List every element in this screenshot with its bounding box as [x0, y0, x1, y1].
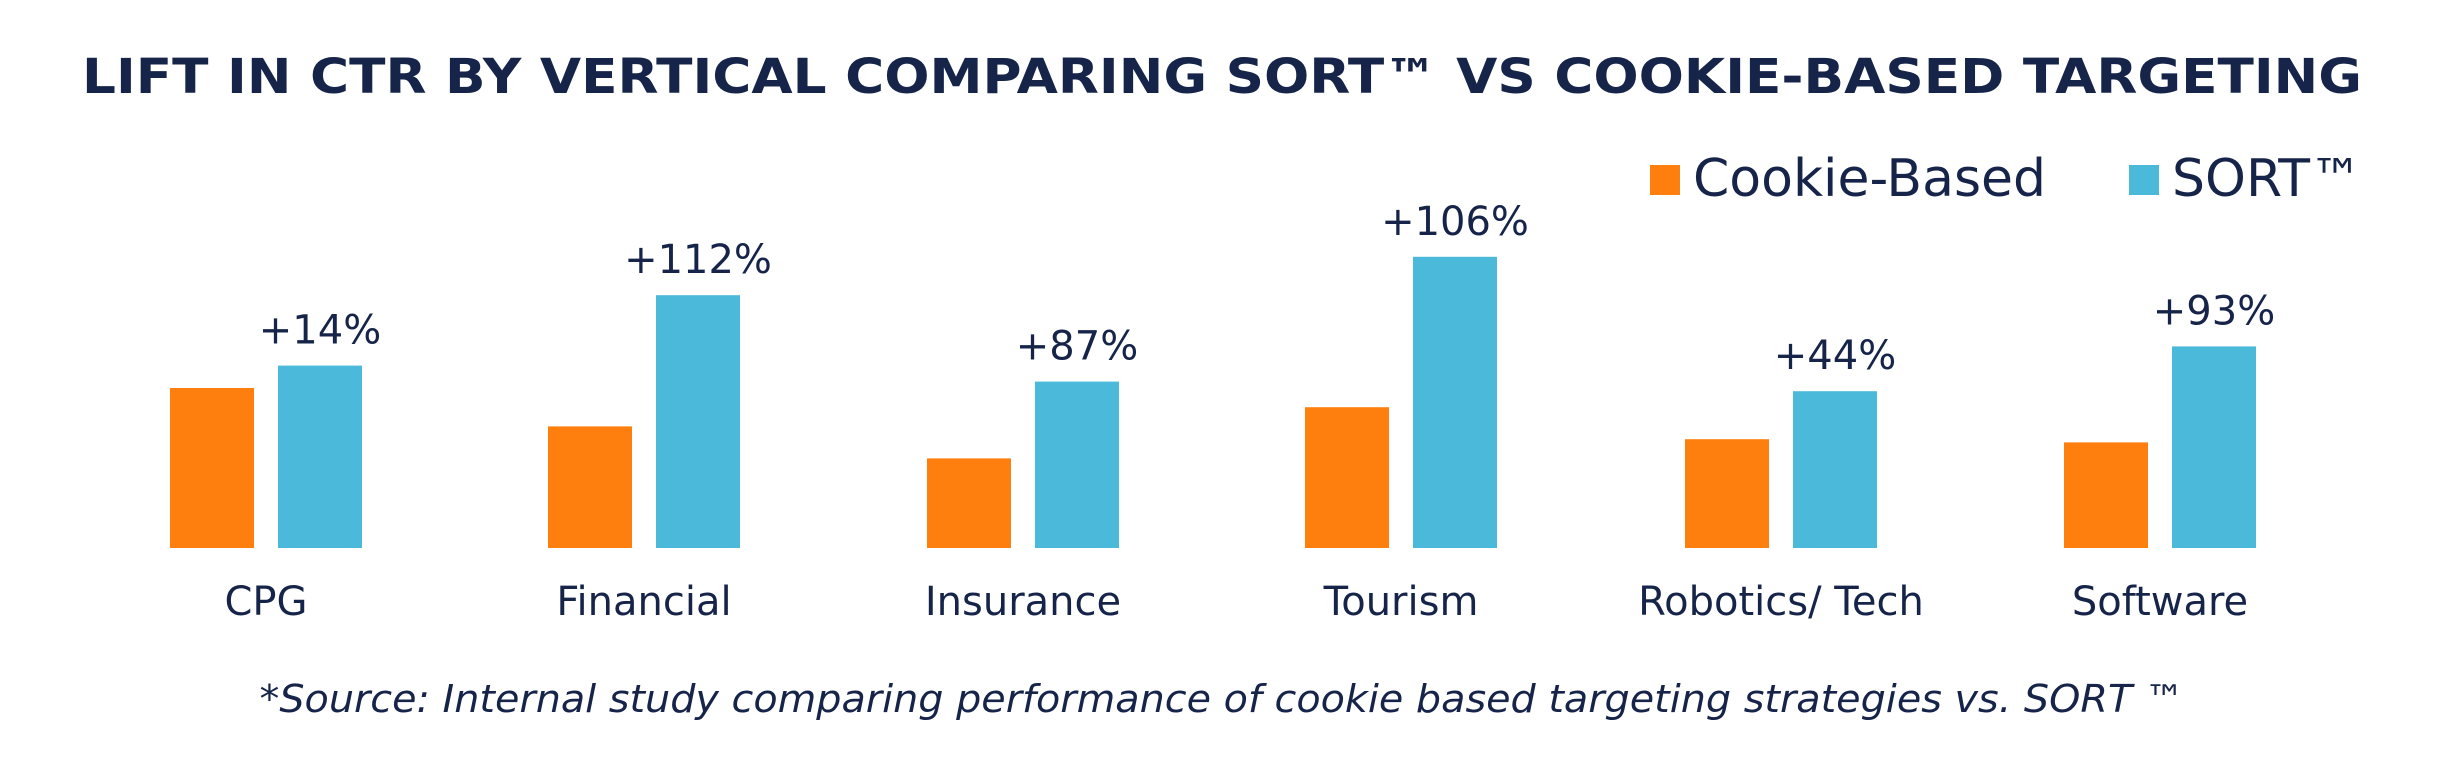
category-label-cpg: CPG	[224, 579, 307, 625]
category-label-robotics-tech: Robotics/ Tech	[1638, 579, 1924, 625]
bar-sort-financial	[656, 295, 740, 548]
data-label-software: +93%	[2153, 288, 2275, 334]
data-label-financial: +112%	[624, 237, 772, 283]
legend-swatch-sort	[2129, 165, 2159, 195]
category-label-insurance: Insurance	[925, 579, 1121, 625]
source-note: *Source: Internal study comparing perfor…	[260, 677, 2185, 721]
category-label-software: Software	[2072, 579, 2248, 625]
data-label-tourism: +106%	[1381, 199, 1529, 245]
data-label-cpg: +14%	[259, 308, 381, 354]
data-label-insurance: +87%	[1016, 324, 1138, 370]
bar-sort-tourism	[1413, 256, 1497, 548]
bar-cookie-based-robotics-tech	[1685, 439, 1769, 548]
category-label-financial: Financial	[556, 579, 731, 625]
bar-sort-software	[2172, 346, 2256, 548]
bars	[170, 256, 2256, 548]
bar-sort-insurance	[1035, 381, 1119, 548]
bar-sort-cpg	[278, 365, 362, 548]
data-labels: +14% +112% +87% +106% +44% +93%	[259, 199, 2275, 379]
bar-cookie-based-insurance	[927, 458, 1011, 548]
legend: Cookie-Based SORT™	[1650, 149, 2362, 209]
legend-swatch-cookie-based	[1650, 165, 1680, 195]
bar-cookie-based-software	[2064, 442, 2148, 548]
category-label-tourism: Tourism	[1323, 579, 1479, 625]
bar-cookie-based-tourism	[1305, 407, 1389, 548]
bar-cookie-based-financial	[548, 426, 632, 548]
chart-title: LIFT IN CTR BY VERTICAL COMPARING SORT™ …	[82, 49, 2362, 105]
legend-label-sort: SORT™	[2172, 149, 2362, 209]
bar-cookie-based-cpg	[170, 388, 254, 548]
bar-sort-robotics-tech	[1793, 391, 1877, 548]
data-label-robotics-tech: +44%	[1774, 333, 1896, 379]
legend-label-cookie-based: Cookie-Based	[1693, 149, 2046, 209]
category-labels: CPG Financial Insurance Tourism Robotics/ Te…	[224, 579, 2248, 625]
